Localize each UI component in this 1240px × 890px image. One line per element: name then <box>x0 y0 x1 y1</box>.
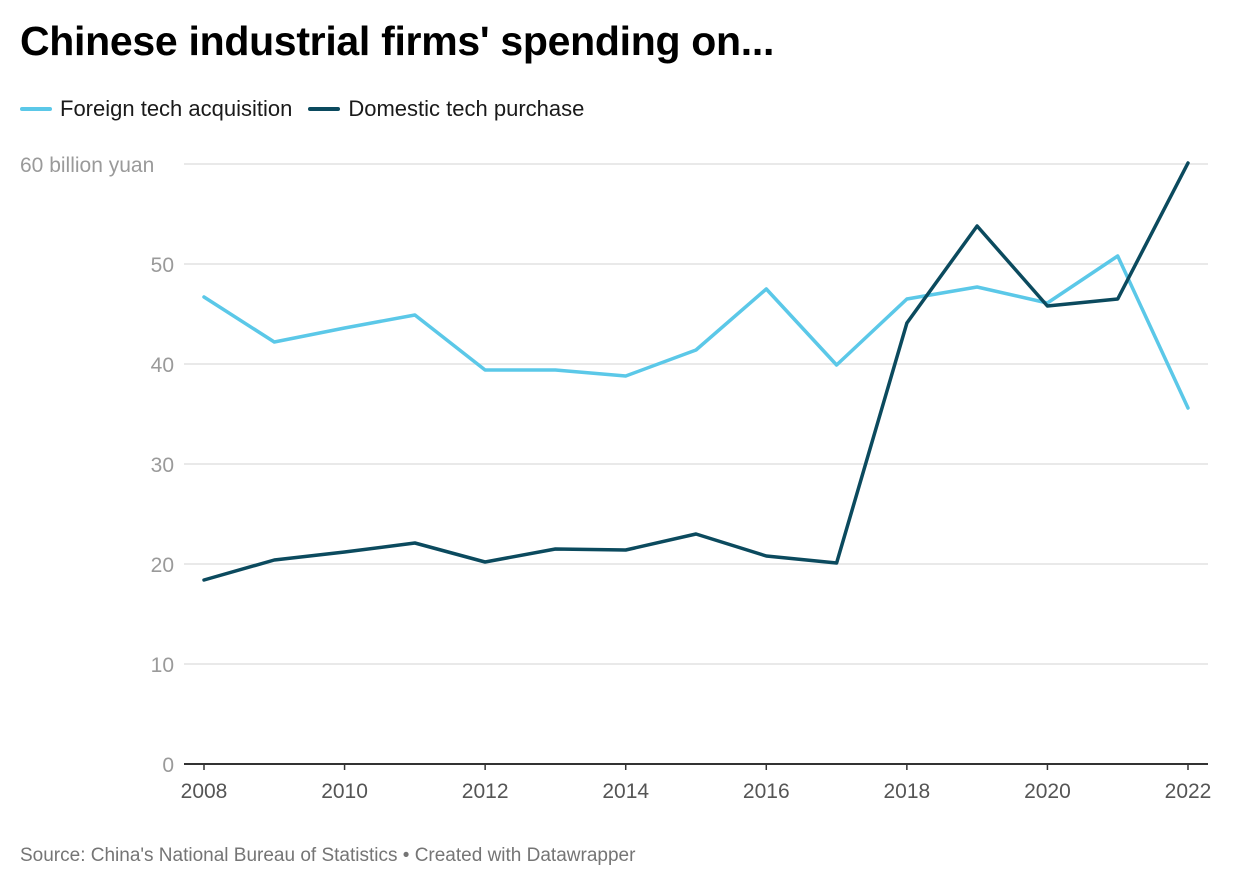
y-tick-label: 0 <box>162 754 174 777</box>
x-tick-label: 2018 <box>883 780 930 803</box>
x-tick-label: 2022 <box>1165 780 1212 803</box>
chart-legend: Foreign tech acquisition Domestic tech p… <box>20 96 584 122</box>
x-tick-label: 2020 <box>1024 780 1071 803</box>
y-tick-label: 40 <box>151 354 174 377</box>
chart-title: Chinese industrial firms' spending on... <box>20 18 775 64</box>
legend-item-domestic: Domestic tech purchase <box>308 96 584 122</box>
legend-swatch-foreign <box>20 107 52 111</box>
x-tick-label: 2016 <box>743 780 790 803</box>
source-footer: Source: China's National Bureau of Stati… <box>20 845 636 866</box>
legend-item-foreign: Foreign tech acquisition <box>20 96 292 122</box>
y-tick-label: 20 <box>151 554 174 577</box>
x-tick-label: 2014 <box>602 780 649 803</box>
series-line-foreign <box>202 254 1190 410</box>
series-line-domestic <box>202 161 1190 582</box>
y-tick-label: 30 <box>151 454 174 477</box>
legend-label-domestic: Domestic tech purchase <box>348 96 585 121</box>
x-tick-label: 2010 <box>321 780 368 803</box>
y-tick-label: 10 <box>151 654 174 677</box>
y-tick-label: 50 <box>151 254 174 277</box>
legend-label-foreign: Foreign tech acquisition <box>60 96 293 121</box>
x-tick-label: 2012 <box>462 780 509 803</box>
y-tick-label: 60 billion yuan <box>20 154 154 177</box>
legend-swatch-domestic <box>308 107 341 111</box>
x-tick-label: 2008 <box>181 780 228 803</box>
